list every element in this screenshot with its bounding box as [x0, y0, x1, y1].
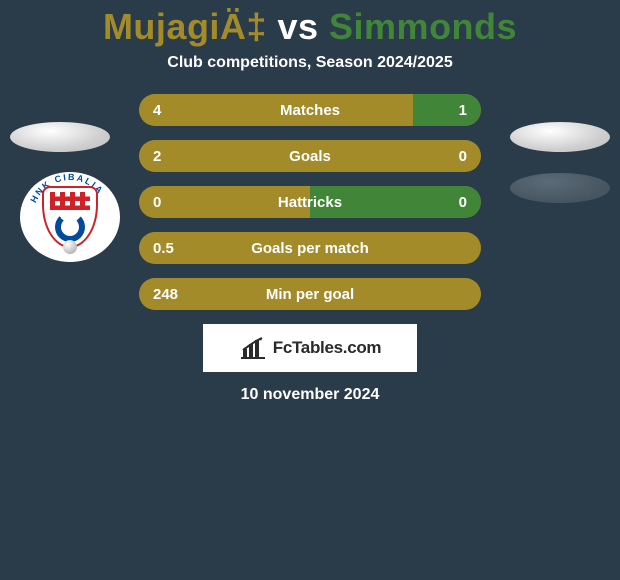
stat-row: 2Goals0: [139, 140, 481, 172]
stat-value-right: 0: [459, 194, 467, 211]
player2-club-placeholder: [510, 173, 610, 203]
player1-name: MujagiÄ‡: [103, 6, 267, 47]
stat-row: 0.5Goals per match: [139, 232, 481, 264]
comparison-title: MujagiÄ‡ vs Simmonds: [0, 0, 620, 54]
player2-avatar: [510, 122, 610, 152]
stat-value-right: 0: [459, 148, 467, 165]
versus-label: vs: [277, 6, 318, 47]
stat-row: 4Matches1: [139, 94, 481, 126]
football-icon: [63, 240, 77, 254]
stat-label: Matches: [139, 102, 481, 119]
snapshot-date: 10 november 2024: [0, 386, 620, 404]
stat-label: Min per goal: [139, 286, 481, 303]
stats-container: 4Matches12Goals00Hattricks00.5Goals per …: [139, 94, 481, 310]
player2-name: Simmonds: [329, 6, 517, 47]
stat-row: 248Min per goal: [139, 278, 481, 310]
stat-value-right: 1: [459, 102, 467, 119]
player1-club-badge: HNK CIBALIA: [20, 172, 120, 262]
bar-chart-icon: [239, 336, 267, 360]
stat-row: 0Hattricks0: [139, 186, 481, 218]
logo-text: FcTables.com: [273, 338, 382, 358]
stat-label: Goals: [139, 148, 481, 165]
stat-label: Hattricks: [139, 194, 481, 211]
stat-label: Goals per match: [139, 240, 481, 257]
subtitle: Club competitions, Season 2024/2025: [0, 54, 620, 72]
player1-avatar: [10, 122, 110, 152]
fctables-logo[interactable]: FcTables.com: [203, 324, 417, 372]
